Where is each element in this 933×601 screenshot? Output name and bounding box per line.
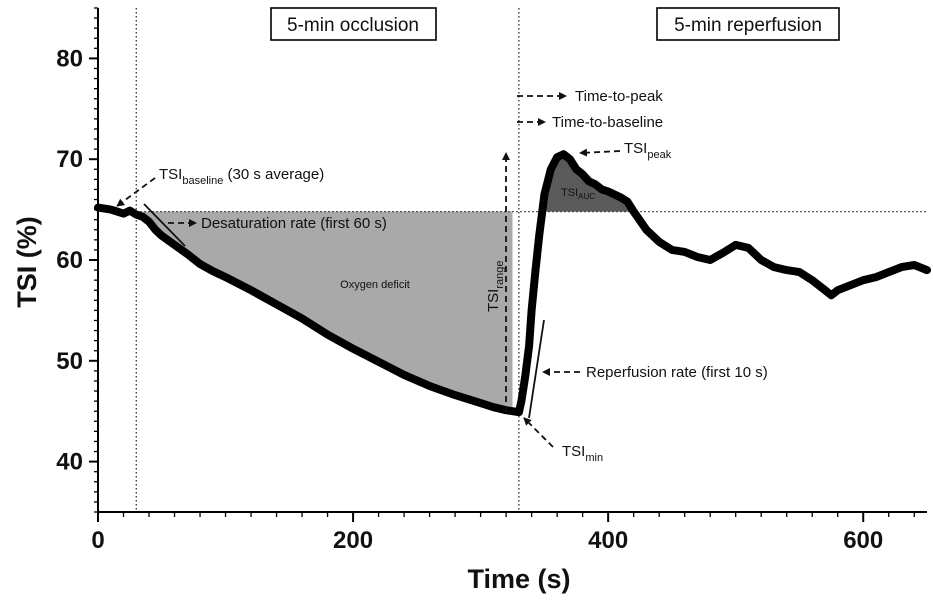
x-minor-ticks — [122, 512, 915, 517]
time-to-peak-annotation: Time-to-peak — [517, 88, 663, 105]
y-minor-ticks — [94, 7, 98, 513]
series-line-tsi — [94, 150, 931, 417]
svg-text:Desaturation rate (first 60 s): Desaturation rate (first 60 s) — [201, 215, 387, 232]
svg-text:Time-to-peak: Time-to-peak — [575, 88, 663, 105]
range-annotation: TSIrange — [485, 152, 510, 412]
reperfusion-annotation: Reperfusion rate (first 10 s) — [528, 319, 768, 419]
svg-text:TSImin: TSImin — [562, 443, 603, 464]
min-annotation: TSImin — [523, 417, 603, 464]
y-tick-label: 70 — [56, 146, 83, 173]
y-tick-label: 40 — [56, 449, 83, 476]
oxygen-deficit-area — [142, 211, 513, 412]
reperfusion-phase-label: 5-min reperfusion — [656, 7, 840, 41]
x-axis: 0 200 400 600 — [91, 511, 927, 554]
y-tick-label: 50 — [56, 348, 83, 375]
y-axis: 40 50 60 70 80 — [56, 7, 99, 513]
svg-text:TSIpeak: TSIpeak — [624, 140, 672, 161]
x-major-ticks: 0 200 400 600 — [91, 512, 883, 554]
x-tick-label: 0 — [91, 527, 104, 554]
y-tick-label: 60 — [56, 247, 83, 274]
svg-text:Time-to-baseline: Time-to-baseline — [552, 114, 663, 131]
y-major-ticks: 40 50 60 70 80 — [56, 45, 98, 476]
peak-annotation: TSIpeak — [579, 140, 672, 161]
x-tick-label: 600 — [843, 527, 883, 554]
occlusion-phase-label: 5-min occlusion — [270, 7, 437, 41]
desaturation-annotation: Desaturation rate (first 60 s) — [143, 203, 387, 247]
x-tick-label: 400 — [588, 527, 628, 554]
svg-text:5-min reperfusion: 5-min reperfusion — [674, 15, 822, 36]
auc-label: TSIAUC — [561, 187, 595, 201]
baseline-annotation: TSIbaseline (30 s average) — [116, 166, 324, 207]
x-tick-label: 200 — [333, 527, 373, 554]
oxygen-deficit-label: Oxygen deficit — [340, 279, 410, 291]
time-to-baseline-annotation: Time-to-baseline — [517, 114, 663, 131]
svg-text:TSIrange: TSIrange — [485, 261, 506, 312]
svg-text:TSIbaseline (30 s average): TSIbaseline (30 s average) — [159, 166, 324, 187]
x-axis-title: Time (s) — [467, 564, 570, 594]
svg-text:5-min occlusion: 5-min occlusion — [287, 15, 419, 36]
svg-text:Reperfusion rate (first 10 s): Reperfusion rate (first 10 s) — [586, 364, 768, 381]
y-tick-label: 80 — [56, 45, 83, 72]
y-axis-title: TSI (%) — [12, 216, 42, 308]
